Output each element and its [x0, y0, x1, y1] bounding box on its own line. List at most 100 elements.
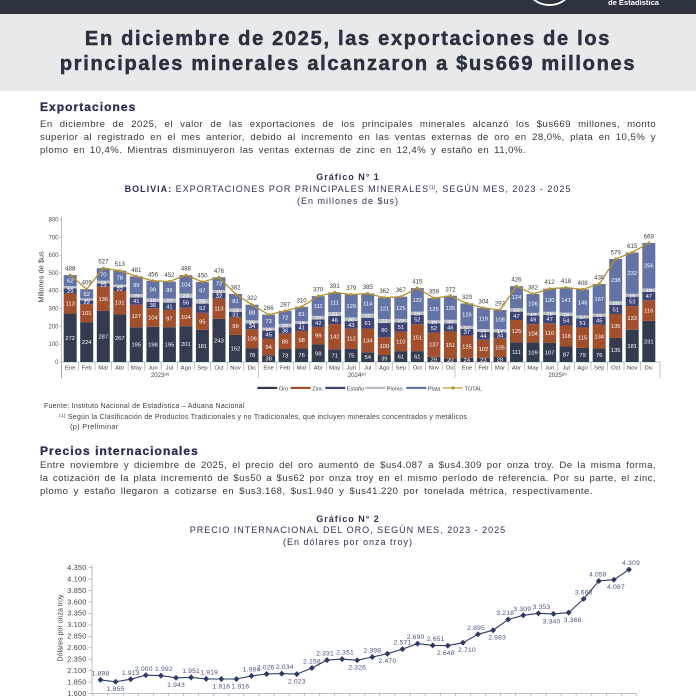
svg-text:116: 116 — [644, 309, 653, 315]
svg-text:34: 34 — [497, 333, 504, 339]
svg-text:Abr: Abr — [314, 366, 323, 372]
svg-text:Ene: Ene — [462, 366, 473, 372]
svg-text:800: 800 — [48, 218, 59, 224]
svg-text:256: 256 — [644, 264, 654, 270]
svg-text:109: 109 — [528, 350, 538, 356]
svg-text:Oct: Oct — [413, 366, 423, 372]
svg-text:127: 127 — [131, 314, 141, 320]
svg-text:121: 121 — [379, 306, 389, 312]
svg-text:367: 367 — [396, 287, 407, 294]
svg-text:110: 110 — [545, 331, 554, 337]
svg-text:272: 272 — [65, 336, 75, 342]
svg-text:20: 20 — [612, 301, 618, 307]
svg-text:391: 391 — [330, 283, 341, 290]
svg-text:72: 72 — [216, 282, 222, 288]
svg-text:362: 362 — [379, 288, 390, 295]
svg-text:3.600: 3.600 — [67, 597, 86, 606]
svg-text:19: 19 — [150, 298, 156, 304]
svg-text:Plomo: Plomo — [387, 387, 403, 393]
svg-text:99: 99 — [133, 283, 139, 289]
svg-text:3.353: 3.353 — [533, 604, 551, 611]
svg-text:Jun: Jun — [346, 366, 356, 372]
svg-text:438: 438 — [594, 275, 605, 282]
svg-text:Dic: Dic — [248, 366, 257, 372]
svg-text:111: 111 — [314, 304, 323, 310]
svg-text:1.850: 1.850 — [67, 677, 86, 686]
svg-text:112: 112 — [347, 337, 356, 343]
svg-text:136: 136 — [98, 297, 108, 303]
svg-text:181: 181 — [627, 344, 637, 350]
svg-text:18: 18 — [546, 311, 552, 317]
svg-text:12: 12 — [67, 285, 73, 291]
svg-text:100: 100 — [379, 344, 389, 350]
svg-text:43: 43 — [348, 323, 354, 329]
svg-text:Oro: Oro — [279, 387, 288, 393]
svg-text:107: 107 — [545, 351, 555, 357]
svg-text:May: May — [329, 366, 340, 372]
svg-text:3.850: 3.850 — [67, 586, 86, 595]
svg-text:87: 87 — [563, 352, 569, 358]
svg-text:Ago: Ago — [181, 366, 192, 372]
svg-text:41: 41 — [133, 299, 139, 305]
svg-text:75: 75 — [348, 353, 354, 359]
svg-text:2.983: 2.983 — [488, 635, 506, 642]
svg-text:52: 52 — [83, 292, 89, 298]
svg-text:97: 97 — [166, 317, 172, 323]
svg-text:95: 95 — [199, 319, 205, 325]
svg-text:17: 17 — [464, 325, 470, 331]
svg-text:1.600: 1.600 — [67, 689, 86, 696]
svg-text:2.651: 2.651 — [427, 636, 445, 643]
svg-text:232: 232 — [627, 271, 637, 277]
svg-text:2.600: 2.600 — [67, 643, 86, 652]
svg-text:51: 51 — [579, 321, 585, 327]
svg-text:22: 22 — [364, 314, 370, 320]
svg-text:46: 46 — [331, 318, 337, 324]
svg-text:426: 426 — [511, 277, 522, 284]
svg-text:78: 78 — [249, 353, 255, 359]
svg-text:18: 18 — [563, 312, 569, 318]
svg-text:322: 322 — [247, 295, 258, 302]
svg-text:31: 31 — [232, 313, 238, 319]
svg-text:96: 96 — [166, 288, 172, 294]
svg-text:4.350: 4.350 — [67, 563, 86, 572]
svg-text:108: 108 — [495, 318, 505, 324]
svg-text:151: 151 — [446, 343, 456, 349]
svg-text:54: 54 — [563, 319, 570, 325]
svg-text:195: 195 — [165, 343, 175, 349]
svg-text:98: 98 — [315, 351, 321, 357]
svg-text:201: 201 — [181, 342, 191, 348]
svg-text:125: 125 — [512, 329, 522, 335]
svg-text:36: 36 — [282, 329, 288, 335]
svg-text:22: 22 — [381, 319, 387, 325]
svg-text:47: 47 — [546, 317, 552, 323]
svg-text:19: 19 — [232, 308, 238, 314]
svg-text:20: 20 — [315, 316, 321, 322]
svg-text:53: 53 — [629, 299, 635, 305]
svg-text:47: 47 — [646, 294, 652, 300]
svg-text:198: 198 — [148, 342, 158, 348]
svg-text:Jul: Jul — [364, 366, 372, 372]
svg-text:19: 19 — [513, 308, 519, 314]
svg-text:125: 125 — [396, 306, 406, 312]
svg-text:513: 513 — [115, 261, 126, 268]
svg-text:527: 527 — [98, 259, 109, 266]
svg-text:17: 17 — [497, 329, 503, 335]
svg-text:130: 130 — [545, 298, 555, 304]
svg-text:38: 38 — [265, 357, 271, 363]
svg-text:19: 19 — [133, 294, 139, 300]
svg-text:52: 52 — [199, 306, 205, 312]
svg-text:481: 481 — [131, 267, 142, 274]
svg-text:46: 46 — [447, 326, 453, 332]
svg-text:19: 19 — [646, 288, 652, 294]
svg-text:Oct: Oct — [611, 366, 621, 372]
svg-text:452: 452 — [164, 272, 175, 279]
svg-text:Millones de $us: Millones de $us — [37, 251, 46, 303]
svg-text:195: 195 — [131, 343, 141, 349]
svg-text:16: 16 — [596, 313, 602, 319]
svg-text:1.984: 1.984 — [243, 667, 261, 674]
svg-text:110: 110 — [396, 339, 405, 345]
svg-text:16: 16 — [265, 327, 271, 333]
svg-text:2.034: 2.034 — [276, 664, 294, 671]
svg-text:20: 20 — [348, 317, 354, 323]
svg-text:45: 45 — [596, 319, 602, 325]
